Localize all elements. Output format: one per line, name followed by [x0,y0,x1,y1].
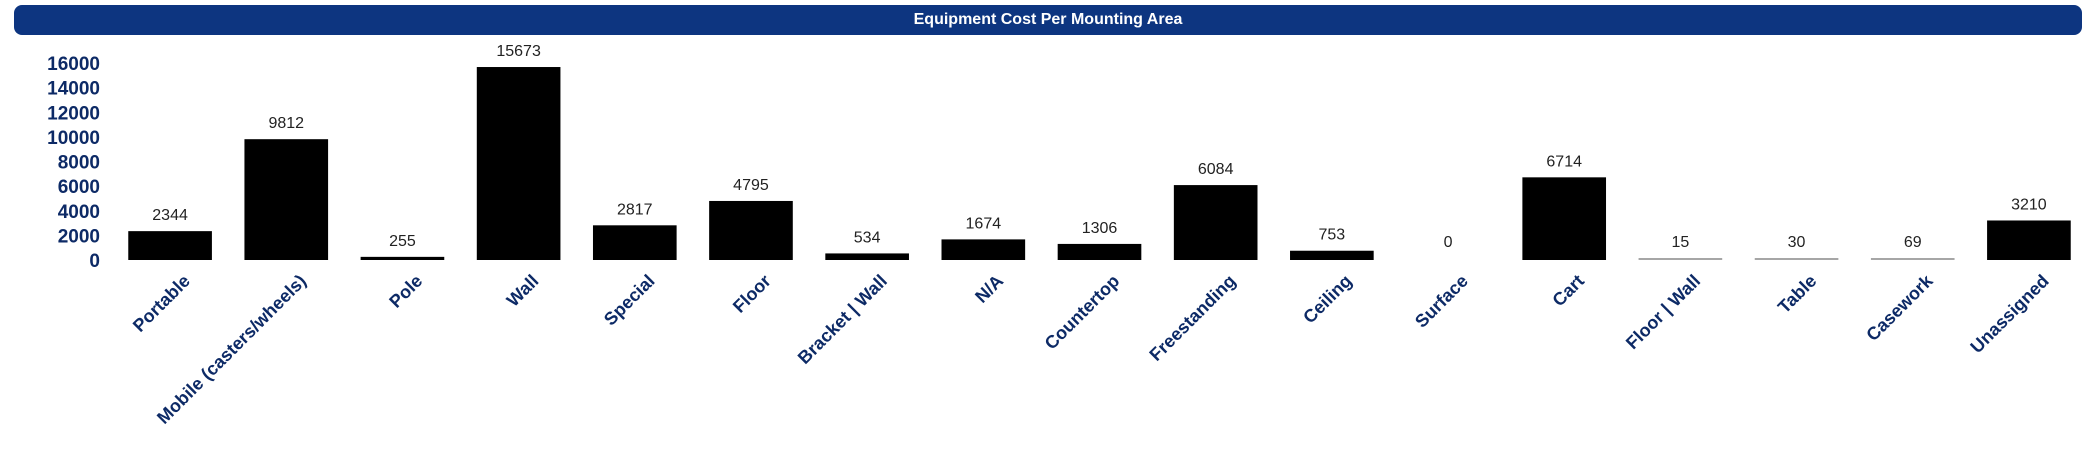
bar [1522,177,1607,260]
y-tick-label: 12000 [47,103,100,124]
bar [592,225,677,260]
bar-value-label: 3210 [2011,196,2047,213]
y-tick-label: 6000 [58,177,100,198]
x-tick-label: Surface [1411,271,1472,332]
bar-value-label: 6714 [1546,153,1582,170]
chart-title: Equipment Cost Per Mounting Area [913,11,1183,28]
bar [1638,258,1723,260]
bar-value-label: 2817 [617,201,653,218]
bar [244,139,329,260]
bar [128,231,212,260]
bar [941,239,1026,260]
x-tick-label: Ceiling [1299,271,1356,328]
bar-value-label: 6084 [1198,161,1234,178]
y-tick-label: 2000 [58,226,100,247]
x-tick-label: Unassigned [1966,271,2052,357]
bar [1987,220,2071,260]
bar-value-label: 30 [1788,234,1806,251]
bar-value-label: 4795 [733,177,769,194]
bar-value-label: 69 [1904,234,1922,251]
chart-title-bar: Equipment Cost Per Mounting Area [14,5,2082,35]
bar-value-label: 15673 [496,43,541,60]
x-tick-label: Table [1774,271,1820,317]
x-tick-label: Special [600,271,659,330]
bar-value-label: 1674 [966,215,1002,232]
y-tick-label: 0 [89,251,100,272]
bar-value-label: 1306 [1082,220,1118,237]
y-tick-label: 16000 [47,54,100,75]
x-tick-label: Floor [729,271,775,317]
bar-value-label: 753 [1319,227,1346,244]
y-tick-label: 10000 [47,128,100,149]
bar-value-label: 9812 [268,115,304,132]
bars-group [128,67,2071,260]
bar-value-label: 15 [1671,234,1689,251]
bar [476,67,561,260]
bar [1290,250,1374,260]
bar [1754,258,1839,260]
x-tick-label: Casework [1862,270,1937,345]
x-tick-label: Portable [129,271,194,336]
data-labels-group: 2344 9812 255 15673 2817 4795 534 1674 1306 6084 7… [152,43,2047,251]
y-axis: 0 2000 4000 6000 8000 10000 12000 14000 16000 [47,54,100,272]
bar [709,200,793,260]
bar [1870,258,1955,260]
x-tick-label: Cart [1548,271,1588,311]
bar [1057,243,1142,260]
bar-value-label: 255 [389,233,416,250]
bar-value-label: 0 [1444,234,1453,251]
x-tick-label: Pole [385,271,426,312]
bar [825,253,909,260]
x-tick-label: Bracket | Wall [794,271,891,368]
bar-value-label: 534 [854,229,881,246]
x-tick-label: Floor | Wall [1622,271,1704,353]
bar [1406,258,1490,260]
bar-value-label: 2344 [152,207,188,224]
bar [360,256,445,260]
y-tick-label: 4000 [58,202,100,223]
x-tick-label: Wall [503,271,543,311]
x-tick-label: Freestanding [1145,271,1239,365]
bar [1173,185,1258,260]
y-tick-label: 14000 [47,79,100,100]
y-tick-label: 8000 [58,153,100,174]
x-tick-label: N/A [971,271,1007,307]
x-tick-label: Countertop [1041,271,1124,354]
